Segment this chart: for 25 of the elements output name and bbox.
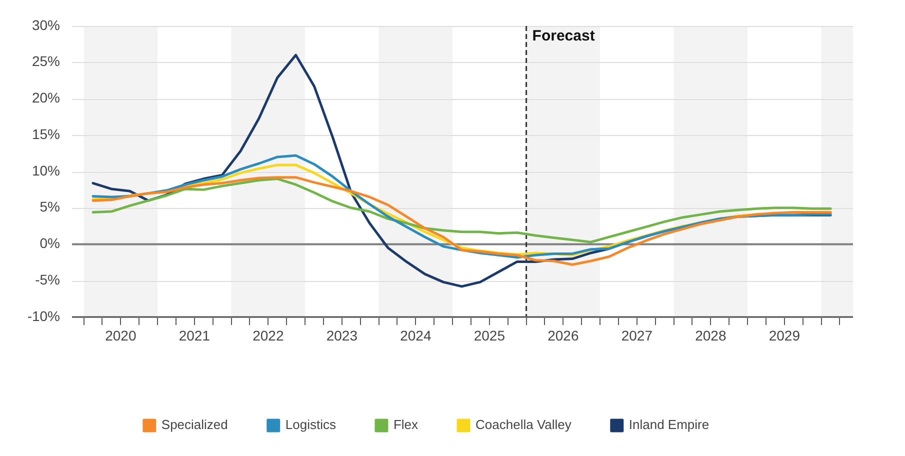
x-tick-label: 2023: [326, 327, 358, 344]
legend-label: Flex: [393, 417, 419, 432]
y-tick-label: -10%: [27, 308, 60, 324]
x-tick-label: 2026: [548, 327, 579, 344]
x-tick-label: 2027: [621, 327, 653, 344]
y-tick-label: 5%: [40, 198, 60, 215]
x-tick-label: 2021: [178, 327, 210, 344]
ref-line-label: Forecast: [532, 28, 595, 45]
legend-label: Inland Empire: [628, 417, 710, 432]
legend-label: Coachella Valley: [476, 417, 572, 432]
y-tick-label: 30%: [32, 16, 60, 33]
x-tick-label: 2029: [768, 327, 800, 344]
y-tick-label: 0%: [40, 235, 60, 252]
x-tick-label: 2022: [252, 327, 284, 344]
legend-label: Specialized: [161, 417, 228, 432]
x-tick-label: 2024: [400, 327, 432, 344]
y-tick-label: 20%: [32, 90, 60, 106]
y-tick-label: -5%: [35, 271, 60, 288]
legend-label: Logistics: [285, 417, 336, 432]
x-tick-label: 2025: [474, 327, 506, 344]
y-tick-label: 15%: [32, 126, 60, 142]
x-tick-label: 2020: [105, 327, 136, 344]
y-tick-label: 25%: [32, 53, 60, 70]
y-tick-label: 10%: [32, 162, 60, 178]
x-tick-label: 2028: [695, 327, 726, 344]
